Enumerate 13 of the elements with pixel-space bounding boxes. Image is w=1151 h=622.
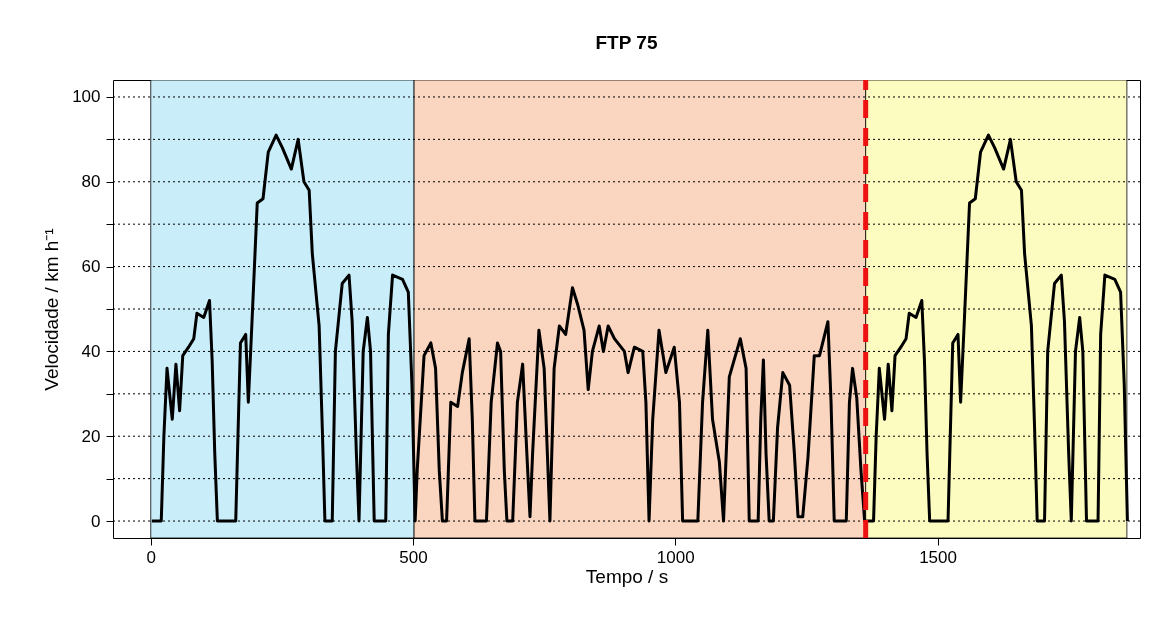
y-tick-label: 0 xyxy=(91,511,101,531)
x-axis-title: Tempo / s xyxy=(585,565,669,587)
x-tick-label: 1500 xyxy=(919,547,957,567)
y-tick-label: 20 xyxy=(81,426,101,446)
x-tick-label: 0 xyxy=(146,547,156,567)
y-tick-label: 100 xyxy=(72,87,101,107)
chart-title: FTP 75 xyxy=(595,31,658,53)
x-tick-label: 1000 xyxy=(656,547,695,567)
y-tick-label: 60 xyxy=(81,257,101,277)
x-tick-label: 500 xyxy=(399,547,428,567)
y-tick-label: 80 xyxy=(81,172,101,192)
y-tick-label: 40 xyxy=(81,341,101,361)
y-axis-title: Velocidade / km h⁻¹ xyxy=(41,228,63,391)
